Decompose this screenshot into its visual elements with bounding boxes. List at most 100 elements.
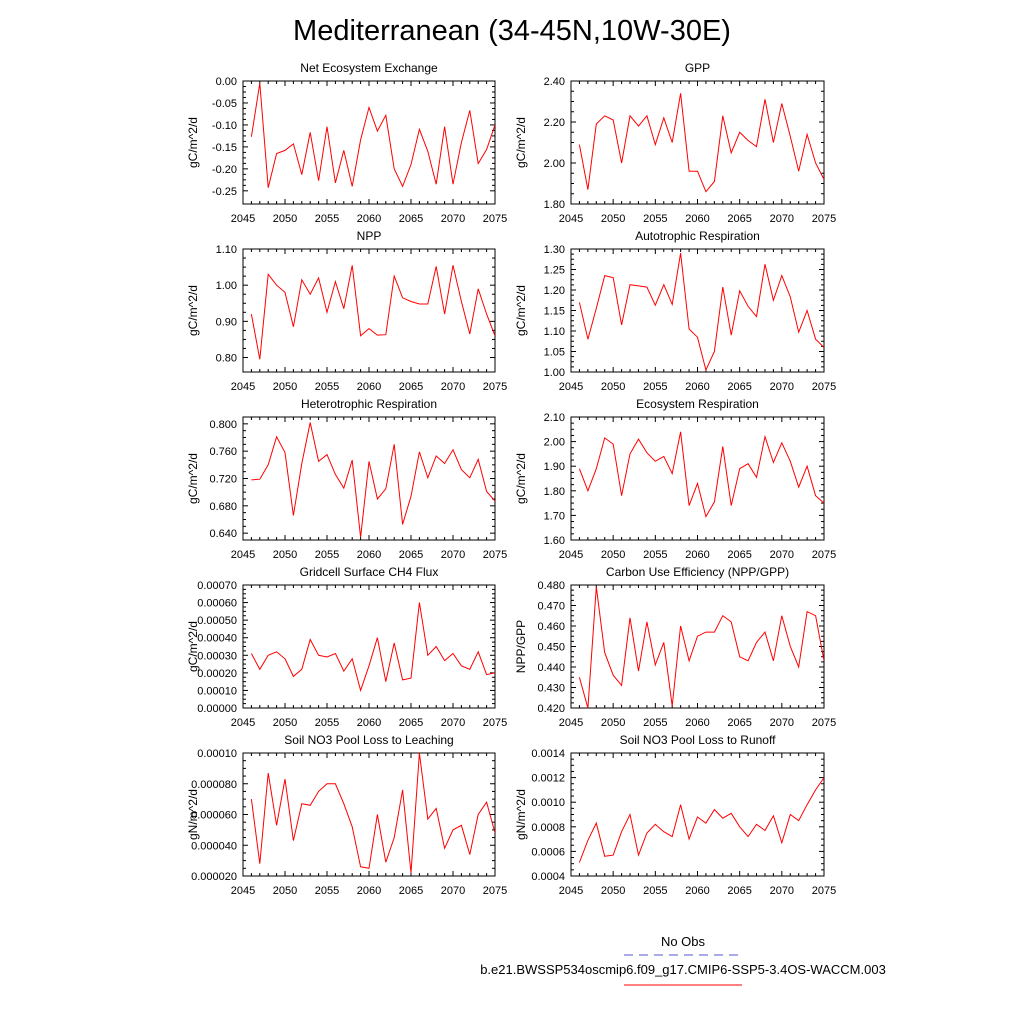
y-tick-label: 1.05 bbox=[544, 347, 565, 359]
y-tick-label: 1.25 bbox=[544, 265, 565, 277]
chart-panel: Carbon Use Efficiency (NPP/GPP) NPP/GPP 20… bbox=[514, 565, 836, 729]
x-tick-label: 2050 bbox=[273, 213, 297, 225]
y-axis-label: gC/m^2/d bbox=[514, 117, 528, 168]
y-tick-label: 0.0012 bbox=[531, 773, 565, 785]
x-tick-label: 2075 bbox=[483, 885, 507, 897]
x-tick-label: 2045 bbox=[231, 549, 255, 561]
x-tick-label: 2070 bbox=[770, 213, 794, 225]
x-tick-label: 2055 bbox=[315, 885, 339, 897]
x-tick-label: 2050 bbox=[273, 717, 297, 729]
y-axis-label: gC/m^2/d bbox=[186, 285, 200, 336]
x-tick-label: 2045 bbox=[559, 381, 583, 393]
plot-frame bbox=[242, 752, 496, 877]
chart-panel: Soil NO3 Pool Loss to Leaching gN/m^2/d 20… bbox=[186, 733, 507, 897]
x-tick-label: 2075 bbox=[812, 381, 836, 393]
y-tick-label: 0.0010 bbox=[531, 797, 565, 809]
x-tick-label: 2070 bbox=[441, 885, 465, 897]
y-tick-label: 1.70 bbox=[544, 510, 565, 522]
y-tick-label: 1.15 bbox=[544, 306, 565, 318]
series-line bbox=[250, 602, 495, 693]
x-tick-label: 2065 bbox=[399, 213, 423, 225]
y-tick-label: 0.0006 bbox=[531, 846, 565, 858]
x-tick-label: 2045 bbox=[231, 885, 255, 897]
x-tick-label: 2070 bbox=[770, 885, 794, 897]
x-tick-label: 2055 bbox=[315, 717, 339, 729]
y-tick-label: 0.640 bbox=[209, 528, 237, 540]
y-tick-label: 0.00030 bbox=[197, 650, 237, 662]
y-tick-label: 0.00010 bbox=[197, 685, 237, 697]
y-axis-label: gN/m^2/d bbox=[514, 789, 528, 840]
panel-title: GPP bbox=[685, 61, 710, 75]
y-tick-label: 2.00 bbox=[544, 158, 565, 170]
y-tick-label: 0.80 bbox=[216, 353, 237, 365]
y-tick-label: 1.90 bbox=[544, 461, 565, 473]
x-tick-label: 2065 bbox=[727, 381, 751, 393]
x-tick-label: 2060 bbox=[357, 549, 381, 561]
y-axis-label: gC/m^2/d bbox=[514, 453, 528, 504]
y-tick-label: 1.60 bbox=[544, 535, 565, 547]
y-tick-label: 1.80 bbox=[544, 486, 565, 498]
y-tick-label: 0.00070 bbox=[197, 580, 237, 592]
x-tick-label: 2070 bbox=[770, 381, 794, 393]
panel-title: Carbon Use Efficiency (NPP/GPP) bbox=[606, 565, 789, 579]
x-tick-label: 2075 bbox=[483, 381, 507, 393]
x-tick-label: 2075 bbox=[812, 213, 836, 225]
y-tick-label: 2.20 bbox=[544, 117, 565, 129]
panel-title: NPP bbox=[357, 229, 382, 243]
panel-title: Soil NO3 Pool Loss to Leaching bbox=[284, 733, 453, 747]
x-tick-label: 2055 bbox=[315, 549, 339, 561]
series-line bbox=[578, 93, 824, 193]
x-tick-label: 2065 bbox=[727, 717, 751, 729]
chart-panel: Soil NO3 Pool Loss to Runoff gN/m^2/d 2045… bbox=[514, 733, 836, 897]
x-tick-label: 2060 bbox=[685, 885, 709, 897]
y-tick-label: 0.430 bbox=[537, 683, 565, 695]
panels-grid: Net Ecosystem Exchange gC/m^2/d 2045 2050 20… bbox=[186, 61, 836, 897]
x-tick-label: 2055 bbox=[315, 381, 339, 393]
x-tick-label: 2065 bbox=[399, 885, 423, 897]
series-line bbox=[250, 265, 495, 360]
x-tick-label: 2060 bbox=[357, 717, 381, 729]
y-tick-label: 0.800 bbox=[209, 419, 237, 431]
plot-frame bbox=[242, 416, 496, 541]
x-tick-label: 2045 bbox=[231, 717, 255, 729]
x-tick-label: 2060 bbox=[357, 213, 381, 225]
y-tick-label: 2.00 bbox=[544, 437, 565, 449]
y-tick-label: 0.0008 bbox=[531, 822, 565, 834]
x-tick-label: 2055 bbox=[643, 213, 667, 225]
y-tick-label: 0.00040 bbox=[197, 633, 237, 645]
y-axis-label: NPP/GPP bbox=[514, 620, 528, 673]
y-tick-label: 1.00 bbox=[216, 280, 237, 292]
plot-frame bbox=[570, 80, 825, 205]
x-tick-label: 2070 bbox=[770, 717, 794, 729]
panel-title: Gridcell Surface CH4 Flux bbox=[300, 565, 439, 579]
y-tick-label: 0.470 bbox=[537, 601, 565, 613]
y-tick-label: -0.15 bbox=[212, 142, 237, 154]
x-tick-label: 2070 bbox=[441, 717, 465, 729]
y-tick-label: 0.680 bbox=[209, 501, 237, 513]
chart-panel: Gridcell Surface CH4 Flux gC/m^2/d 2045 205… bbox=[186, 565, 507, 729]
y-tick-label: 0.460 bbox=[537, 621, 565, 633]
legend: No Obs b.e21.BWSSP534oscmip6.f09_g17.CMI… bbox=[480, 934, 886, 986]
plot-frame bbox=[242, 80, 496, 205]
y-axis-label: gC/m^2/d bbox=[186, 621, 200, 672]
y-tick-label: 0.00 bbox=[216, 76, 237, 88]
x-tick-label: 2070 bbox=[441, 381, 465, 393]
x-tick-label: 2055 bbox=[643, 381, 667, 393]
y-tick-label: 1.30 bbox=[544, 244, 565, 256]
y-tick-label: -0.10 bbox=[212, 120, 237, 132]
y-tick-label: 0.000040 bbox=[191, 840, 237, 852]
y-tick-label: 0.000020 bbox=[191, 871, 237, 883]
series-line bbox=[250, 753, 495, 873]
series-line bbox=[578, 431, 824, 518]
y-tick-label: 0.0014 bbox=[531, 748, 565, 760]
x-tick-label: 2055 bbox=[315, 213, 339, 225]
x-tick-label: 2075 bbox=[812, 885, 836, 897]
panel-title: Soil NO3 Pool Loss to Runoff bbox=[620, 733, 777, 747]
x-tick-label: 2070 bbox=[441, 549, 465, 561]
y-tick-label: 0.00050 bbox=[197, 615, 237, 627]
y-tick-label: 2.40 bbox=[544, 76, 565, 88]
x-tick-label: 2050 bbox=[601, 549, 625, 561]
x-tick-label: 2075 bbox=[483, 549, 507, 561]
x-tick-label: 2045 bbox=[559, 885, 583, 897]
